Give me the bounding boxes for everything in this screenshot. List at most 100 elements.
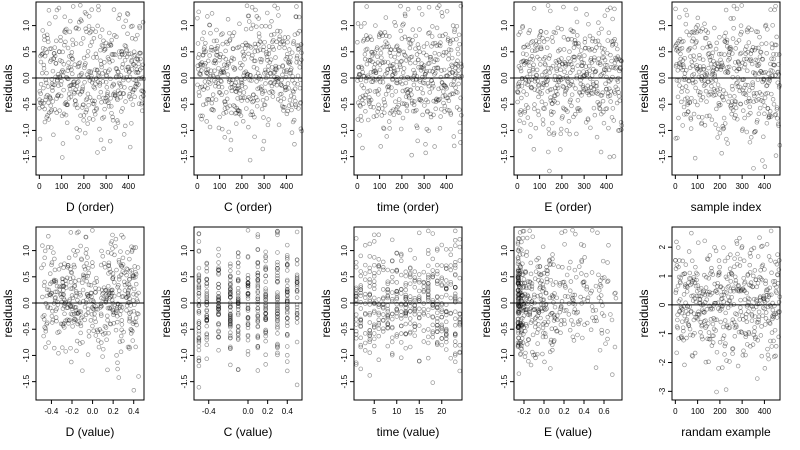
data-point [79, 88, 85, 94]
data-point [751, 273, 756, 279]
data-point [599, 26, 604, 32]
data-point [728, 102, 734, 108]
data-point [96, 3, 101, 9]
data-point [125, 267, 130, 272]
data-point [456, 32, 462, 38]
data-point [225, 17, 231, 22]
y-tick-label: 1.0 [658, 19, 667, 31]
data-point [389, 92, 395, 98]
data-point [133, 270, 138, 275]
data-point [114, 66, 120, 72]
data-point [594, 134, 600, 140]
data-point [738, 32, 743, 37]
data-point [421, 50, 426, 56]
data-point [439, 263, 445, 268]
data-point [768, 114, 774, 119]
data-point [124, 74, 130, 80]
data-point [241, 73, 246, 78]
data-point [224, 63, 229, 68]
data-point [50, 88, 55, 93]
data-point [54, 110, 59, 115]
data-point [587, 68, 592, 74]
data-point [94, 68, 100, 73]
data-point [259, 106, 265, 112]
data-point [86, 24, 92, 29]
data-point [198, 61, 204, 67]
data-point [616, 93, 622, 99]
data-point [285, 242, 290, 248]
data-point [771, 62, 776, 68]
data-point [680, 123, 685, 128]
data-point [361, 101, 366, 107]
data-point [698, 97, 704, 103]
data-point [574, 19, 580, 25]
data-point [750, 82, 756, 88]
data-point [673, 136, 679, 141]
data-point [65, 305, 71, 310]
data-point [128, 96, 134, 102]
data-point [515, 84, 521, 90]
data-point [275, 75, 280, 80]
data-point [72, 62, 77, 67]
data-point [750, 85, 755, 91]
data-point [440, 14, 445, 19]
data-point [607, 93, 613, 98]
data-point [687, 32, 692, 38]
data-point [381, 312, 386, 317]
data-point [296, 43, 301, 48]
data-point [69, 359, 74, 365]
data-point [432, 144, 437, 149]
data-point [412, 60, 418, 66]
x-tick-label: 100 [691, 407, 705, 416]
data-point [78, 41, 84, 46]
y-tick-label: -1.0 [340, 348, 349, 362]
data-point [704, 71, 709, 76]
data-point [61, 111, 67, 117]
data-point [105, 288, 111, 294]
data-point [674, 239, 679, 245]
data-point [134, 292, 139, 297]
data-point [754, 284, 760, 290]
data-point [453, 309, 458, 314]
data-point [366, 98, 372, 103]
data-point [216, 125, 222, 131]
data-point [534, 67, 540, 73]
data-point [579, 63, 584, 69]
data-point [588, 56, 594, 61]
data-point [593, 84, 598, 89]
data-point [120, 294, 126, 299]
data-point [695, 23, 700, 28]
data-point [58, 38, 63, 44]
data-point [415, 57, 421, 63]
data-point [372, 279, 377, 284]
data-point [439, 10, 444, 15]
data-point [373, 23, 378, 28]
data-point [129, 57, 135, 63]
data-point [426, 263, 431, 268]
data-point [283, 56, 288, 62]
data-point [47, 281, 53, 287]
data-point [453, 316, 458, 321]
data-point [252, 58, 258, 64]
data-point [119, 264, 124, 269]
data-point [263, 81, 268, 86]
data-point [729, 105, 734, 111]
data-point [270, 90, 276, 95]
data-point [281, 68, 287, 74]
data-point [424, 41, 430, 46]
data-point [113, 327, 119, 333]
data-point [281, 39, 286, 44]
data-point [412, 327, 418, 333]
data-point [71, 262, 77, 268]
data-point [519, 59, 524, 65]
data-point [136, 101, 142, 106]
data-point [566, 312, 572, 317]
data-point [129, 327, 134, 333]
data-point [753, 45, 759, 51]
data-point [294, 60, 299, 65]
data-point [382, 103, 388, 108]
data-point [447, 67, 452, 72]
data-point [63, 281, 69, 287]
data-point [453, 323, 458, 328]
